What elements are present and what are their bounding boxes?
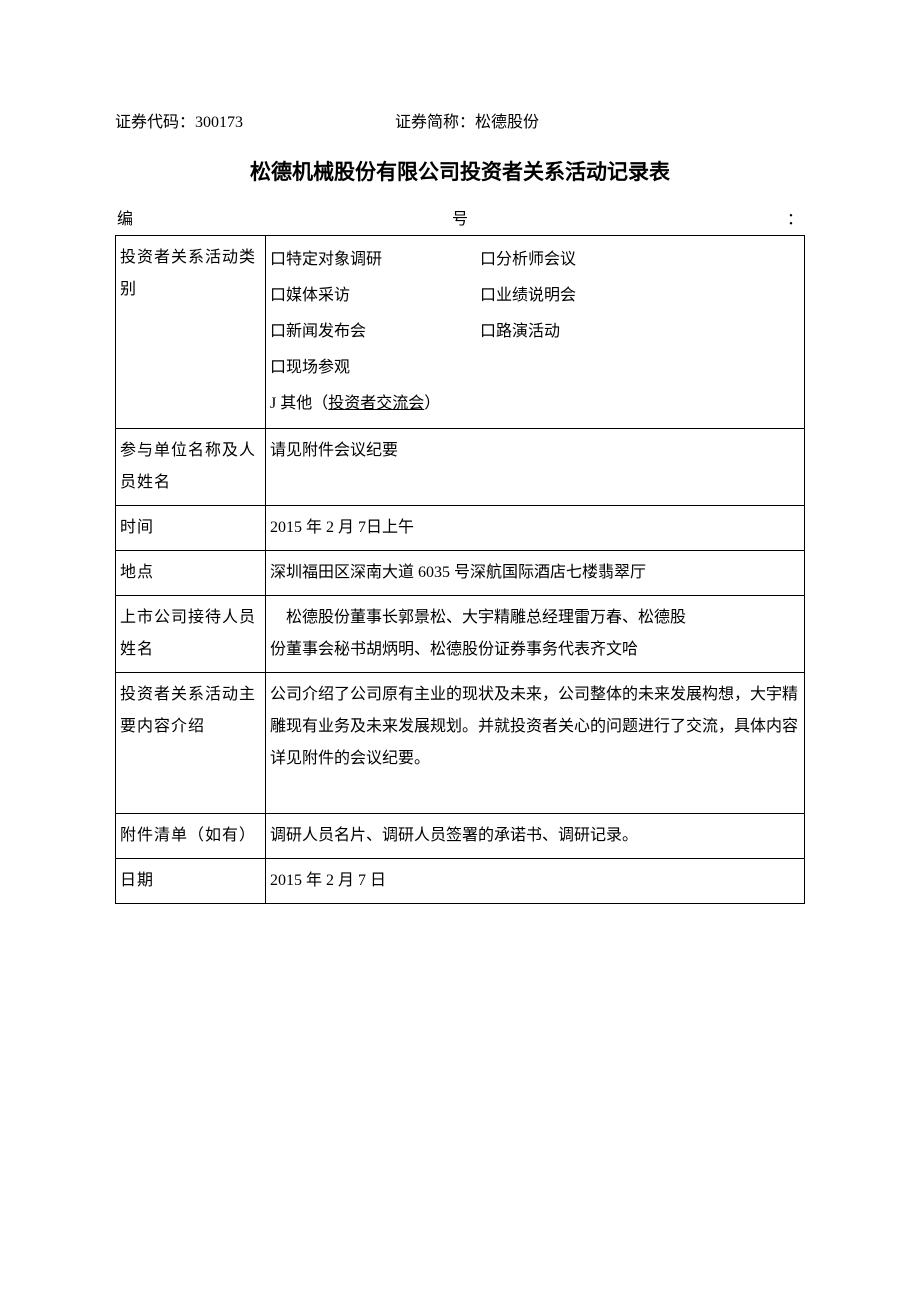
label-activity-type: 投资者关系活动类别 [116,235,266,428]
name-value: 松德股份 [475,114,539,131]
row-time: 时间 2015 年 2 月 7日上午 [116,505,805,550]
label-participants: 参与单位名称及人员姓名 [116,428,266,505]
row-participants: 参与单位名称及人员姓名 请见附件会议纪要 [116,428,805,505]
content-receptionists: 松德股份董事长郭景松、大宇精雕总经理雷万春、松德股 份董事会秘书胡炳明、松德股份… [266,595,805,672]
row-attachments: 附件清单（如有） 调研人员名片、调研人员签署的承诺书、调研记录。 [116,813,805,858]
serial-number-line: 编 号 ： [115,207,805,233]
label-date: 日期 [116,858,266,903]
receptionists-line2: 份董事会秘书胡炳明、松德股份证券事务代表齐文哈 [270,634,800,666]
label-attachments: 附件清单（如有） [116,813,266,858]
content-attachments: 调研人员名片、调研人员签署的承诺书、调研记录。 [266,813,805,858]
document-header: 证券代码：300173 证券简称：松德股份 [115,110,805,136]
main-content-text: 公司介绍了公司原有主业的现状及未来，公司整体的未来发展构想，大宇精雕现有业务及未… [270,679,800,775]
content-activity-type: 口特定对象调研 口分析师会议 口媒体采访 口业绩说明会 口新闻发布会 口路演活动… [266,235,805,428]
option-press-conference: 口新闻发布会 [270,316,480,348]
row-date: 日期 2015 年 2 月 7 日 [116,858,805,903]
option-site-visit: 口现场参观 [270,352,800,384]
option-roadshow: 口路演活动 [480,316,800,348]
code-label: 证券代码： [115,114,195,131]
serial-left: 编 [117,207,133,233]
serial-mid: 号 [452,207,468,233]
content-main-content: 公司介绍了公司原有主业的现状及未来，公司整体的未来发展构想，大宇精雕现有业务及未… [266,672,805,813]
document-title: 松德机械股份有限公司投资者关系活动记录表 [115,156,805,190]
securities-code: 证券代码：300173 [115,110,395,136]
row-main-content: 投资者关系活动主要内容介绍 公司介绍了公司原有主业的现状及未来，公司整体的未来发… [116,672,805,813]
option-specific-research: 口特定对象调研 [270,244,480,276]
row-receptionists: 上市公司接待人员姓名 松德股份董事长郭景松、大宇精雕总经理雷万春、松德股 份董事… [116,595,805,672]
label-main-content: 投资者关系活动主要内容介绍 [116,672,266,813]
option-other-value: 投资者交流会 [328,395,424,412]
option-other: J 其他（投资者交流会） [270,388,800,420]
receptionists-line1: 松德股份董事长郭景松、大宇精雕总经理雷万春、松德股 [270,602,800,634]
content-participants: 请见附件会议纪要 [266,428,805,505]
main-table: 投资者关系活动类别 口特定对象调研 口分析师会议 口媒体采访 口业绩说明会 口新… [115,235,805,904]
row-activity-type: 投资者关系活动类别 口特定对象调研 口分析师会议 口媒体采访 口业绩说明会 口新… [116,235,805,428]
content-location: 深圳福田区深南大道 6035 号深航国际酒店七楼翡翠厅 [266,550,805,595]
option-performance-brief: 口业绩说明会 [480,280,800,312]
name-label: 证券简称： [395,114,475,131]
option-media-interview: 口媒体采访 [270,280,480,312]
option-analyst-meeting: 口分析师会议 [480,244,800,276]
serial-right: ： [787,207,803,233]
securities-name: 证券简称：松德股份 [395,110,805,136]
code-value: 300173 [195,114,243,131]
row-location: 地点 深圳福田区深南大道 6035 号深航国际酒店七楼翡翠厅 [116,550,805,595]
content-date: 2015 年 2 月 7 日 [266,858,805,903]
label-receptionists: 上市公司接待人员姓名 [116,595,266,672]
content-time: 2015 年 2 月 7日上午 [266,505,805,550]
label-location: 地点 [116,550,266,595]
label-time: 时间 [116,505,266,550]
